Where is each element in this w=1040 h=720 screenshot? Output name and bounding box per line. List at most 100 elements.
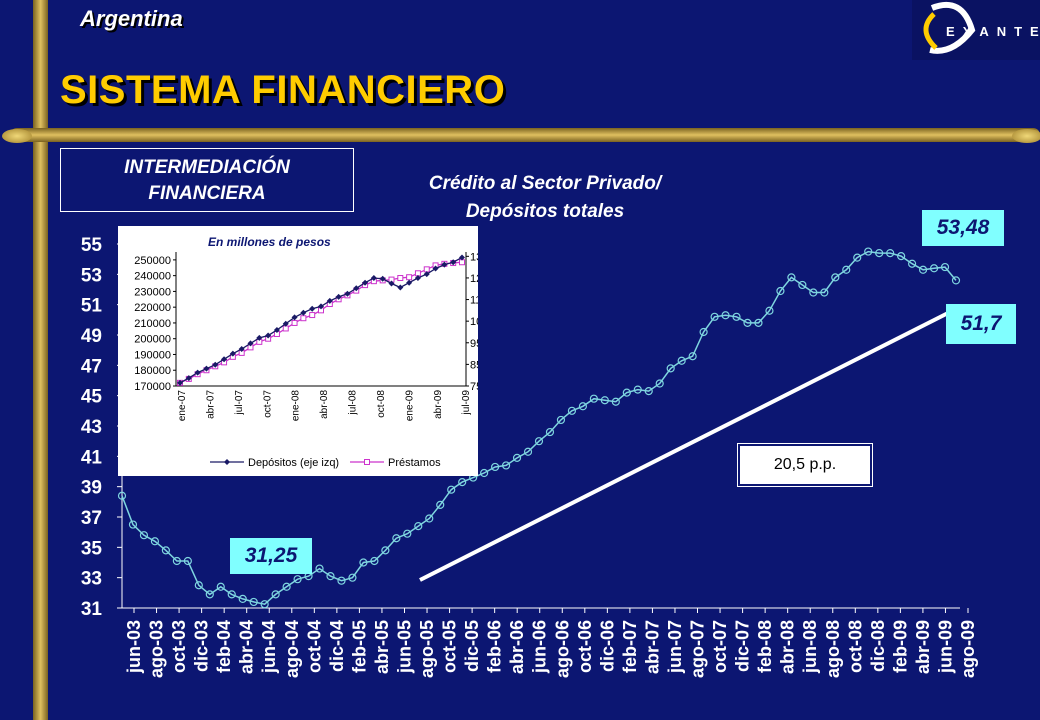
inset-point-depositos <box>194 369 201 376</box>
inset-x-tick-label: ene-08 <box>291 390 302 422</box>
trend-arrow <box>419 308 955 582</box>
inset-point-prestamos <box>406 274 413 281</box>
inset-point-depositos <box>309 305 316 312</box>
inset-point-prestamos <box>291 319 298 326</box>
y-tick-label: 31 <box>81 599 103 620</box>
x-tick-label: feb-06 <box>485 620 505 673</box>
data-point <box>589 394 598 403</box>
data-point <box>512 453 522 462</box>
legend-depositos-label: Depósitos (eje izq) <box>248 457 339 469</box>
inset-left-tick-label: 200000 <box>134 334 171 346</box>
inset-point-depositos <box>432 265 439 272</box>
data-point <box>128 520 138 529</box>
x-tick-label: dic-06 <box>597 620 617 672</box>
inset-unit-note: En millones de pesos <box>208 235 331 249</box>
inset-x-tick-label: ene-09 <box>404 390 415 422</box>
data-point <box>392 534 401 543</box>
inset-point-depositos <box>282 320 289 327</box>
x-tick-label: feb-05 <box>349 620 369 673</box>
x-tick-label: ago-03 <box>147 620 167 678</box>
x-tick-label: abr-08 <box>778 620 798 674</box>
data-point <box>545 427 555 437</box>
x-tick-label: abr-09 <box>913 620 933 674</box>
data-point <box>403 529 412 538</box>
data-point <box>633 385 642 394</box>
inset-point-depositos <box>203 365 210 372</box>
x-tick-label: dic-05 <box>462 620 482 672</box>
data-point <box>370 556 379 566</box>
x-tick-label: ago-06 <box>552 620 572 678</box>
data-point <box>491 462 500 472</box>
x-tick-label: ago-05 <box>417 620 437 678</box>
data-point <box>238 594 247 604</box>
x-tick-label: oct-06 <box>575 620 595 673</box>
chart-title: Crédito al Sector Privado/ Depósitos tot… <box>340 170 750 226</box>
data-point <box>600 396 609 405</box>
x-tick-label: ago-09 <box>958 620 978 678</box>
inset-right-tick-label: 115000 <box>470 295 478 307</box>
frame-horizontal-bar <box>10 128 1040 142</box>
data-point <box>918 265 928 274</box>
y-tick-label: 49 <box>81 326 102 347</box>
inset-left-tick-label: 210000 <box>134 318 171 330</box>
inset-point-depositos <box>344 290 351 297</box>
inset-x-tick-label: oct-07 <box>262 390 273 418</box>
data-point <box>754 318 763 327</box>
data-point <box>798 280 807 290</box>
inset-point-depositos <box>423 271 430 278</box>
section-line-2: FINANCIERA <box>148 183 266 204</box>
data-point <box>139 531 149 540</box>
inset-point-depositos <box>370 275 377 282</box>
inset-point-depositos <box>238 345 245 352</box>
inset-point-depositos <box>247 340 254 347</box>
data-point <box>260 600 269 609</box>
inset-left-tick-label: 250000 <box>134 255 171 267</box>
data-point <box>578 402 587 411</box>
change-annotation: 20,5 p.p. <box>737 443 873 487</box>
y-tick-label: 53 <box>81 265 102 286</box>
x-tick-label: jun-04 <box>259 620 279 674</box>
data-point <box>732 312 741 321</box>
inset-point-depositos <box>212 361 219 368</box>
data-point <box>194 581 203 590</box>
inset-point-depositos <box>388 280 395 287</box>
data-point <box>787 273 796 282</box>
data-point <box>864 247 873 256</box>
x-tick-label: dic-03 <box>192 620 212 672</box>
x-tick-label: oct-04 <box>304 620 324 673</box>
data-point <box>886 249 895 258</box>
callout-last-value: 51,7 <box>946 304 1016 344</box>
inset-x-tick-label: abr-07 <box>205 390 216 419</box>
data-point <box>951 276 961 285</box>
data-point <box>523 447 533 456</box>
page-title: SISTEMA FINANCIERO <box>60 68 506 112</box>
x-tick-label: oct-07 <box>710 620 730 673</box>
section-box: INTERMEDIACIÓN FINANCIERA <box>60 148 354 212</box>
inset-point-depositos <box>256 334 263 341</box>
data-point <box>425 514 434 523</box>
country-label: Argentina <box>80 6 183 31</box>
data-point <box>282 582 291 591</box>
x-tick-label: jun-03 <box>124 620 144 674</box>
x-tick-label: feb-07 <box>620 620 640 673</box>
inset-right-tick-label: 85000 <box>470 359 478 371</box>
inset-point-depositos <box>450 259 457 266</box>
data-point <box>271 590 280 599</box>
data-point <box>337 576 346 585</box>
data-point <box>161 546 170 555</box>
inset-left-tick-label: 170000 <box>134 381 171 393</box>
inset-point-prestamos <box>300 315 307 322</box>
chart-title-line-2: Depósitos totales <box>465 201 625 222</box>
legend-prestamos-label: Préstamos <box>388 457 441 469</box>
y-tick-label: 47 <box>81 356 102 377</box>
y-tick-label: 33 <box>81 569 102 590</box>
inset-right-tick-label: 135000 <box>470 251 478 263</box>
data-point <box>359 558 368 567</box>
x-tick-label: dic-08 <box>868 620 888 672</box>
data-point <box>249 597 258 607</box>
x-tick-label: dic-07 <box>733 620 753 672</box>
inset-point-depositos <box>414 275 421 282</box>
data-point <box>348 573 357 582</box>
inset-point-depositos <box>397 284 404 291</box>
